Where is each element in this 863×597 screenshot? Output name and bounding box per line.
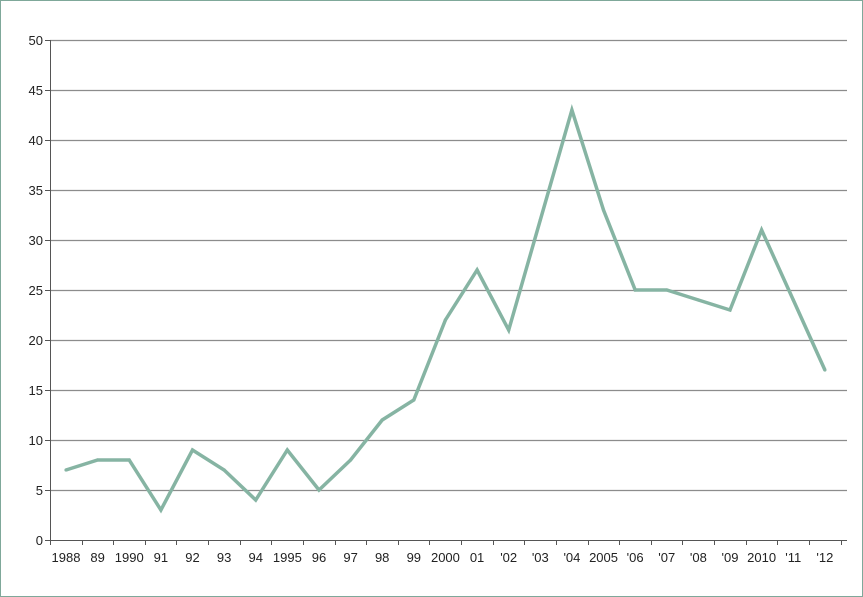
data-point — [412, 398, 416, 402]
x-tick-label: '02 — [500, 550, 517, 565]
data-point — [222, 468, 226, 472]
x-tick-label: '11 — [785, 550, 801, 565]
data-point — [538, 218, 542, 222]
x-tick-label: 1990 — [115, 550, 144, 565]
x-tick-label: 93 — [217, 550, 231, 565]
x-tick-label: '12 — [816, 550, 833, 565]
series-layer — [64, 103, 827, 514]
data-point — [159, 508, 163, 512]
y-tick-label: 25 — [29, 283, 43, 298]
data-point — [791, 298, 795, 302]
y-tick-label: 20 — [29, 333, 43, 348]
y-tick-label: 50 — [29, 33, 43, 48]
data-point — [380, 418, 384, 422]
x-tick-label: 98 — [375, 550, 389, 565]
x-tick-label: 89 — [90, 550, 104, 565]
axes — [45, 40, 847, 545]
y-tick-labels: 0 5 10 15 20 25 30 35 40 45 50 — [29, 33, 43, 548]
data-point — [443, 318, 447, 322]
data-point — [127, 458, 131, 462]
data-point — [317, 488, 321, 492]
x-tick-label: 99 — [407, 550, 421, 565]
data-point — [760, 228, 764, 232]
y-tick-label: 5 — [36, 483, 43, 498]
x-tick-label: '03 — [532, 550, 549, 565]
data-point — [728, 308, 732, 312]
x-tick-label: 2000 — [431, 550, 460, 565]
data-point — [823, 368, 827, 372]
x-tick-label: 94 — [248, 550, 262, 565]
data-point — [601, 208, 606, 212]
x-tick-label: 92 — [185, 550, 199, 565]
x-tick-label: '04 — [563, 550, 580, 565]
data-point — [570, 108, 574, 112]
data-point — [64, 468, 68, 472]
data-point — [285, 448, 289, 452]
data-point — [190, 448, 195, 452]
y-tick-label: 45 — [29, 83, 43, 98]
gridlines — [50, 39, 847, 492]
data-point — [665, 288, 669, 292]
x-tick-label: '09 — [722, 550, 739, 565]
x-tick-label: '06 — [627, 550, 644, 565]
x-tick-label: 2005 — [589, 550, 618, 565]
data-point — [96, 458, 100, 462]
x-tick-label: 96 — [312, 550, 326, 565]
series-line — [65, 103, 827, 514]
y-tick-label: 15 — [29, 383, 43, 398]
x-tick-labels: 1988 89 1990 91 92 93 94 1995 96 97 98 99 2000 01 '02 '… — [52, 550, 834, 565]
y-tick-label: 35 — [29, 183, 43, 198]
y-tick-label: 0 — [36, 533, 43, 548]
x-tick-label: 1995 — [273, 550, 302, 565]
data-point — [254, 498, 258, 502]
data-point — [633, 288, 637, 292]
x-tick-label: 1988 — [52, 550, 81, 565]
x-tick-label: '07 — [658, 550, 675, 565]
x-tick-label: 2010 — [747, 550, 776, 565]
y-tick-label: 30 — [29, 233, 43, 248]
x-tick-label: '08 — [690, 550, 707, 565]
data-point — [475, 268, 479, 272]
x-tick-label: 91 — [154, 550, 168, 565]
x-tick-label: 97 — [343, 550, 357, 565]
data-point — [696, 298, 701, 302]
data-point — [349, 458, 353, 462]
y-tick-label: 40 — [29, 133, 43, 148]
y-tick-label: 10 — [29, 433, 43, 448]
x-tick-label: 01 — [470, 550, 484, 565]
data-point — [507, 328, 511, 332]
